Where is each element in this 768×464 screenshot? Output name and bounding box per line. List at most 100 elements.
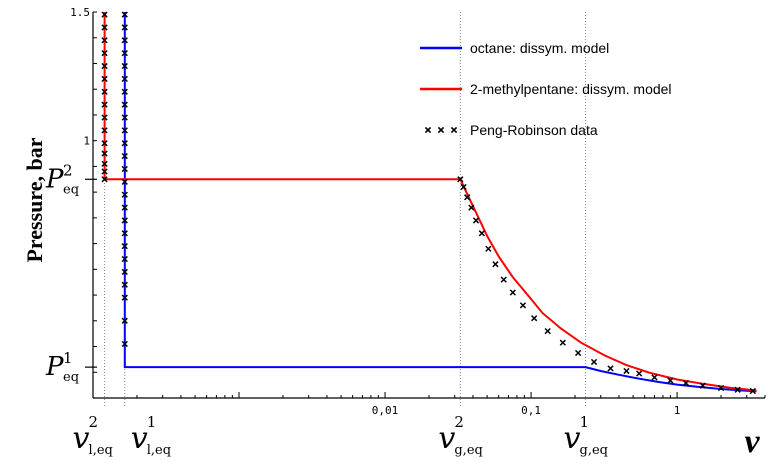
data-point: [121, 37, 128, 44]
data-point: [101, 101, 108, 108]
data-point: [699, 382, 706, 389]
data-point: [121, 11, 128, 18]
data-point: [121, 281, 128, 288]
data-point: [121, 268, 128, 276]
legend-swatch-marker: [424, 126, 432, 134]
data-point: [464, 194, 471, 201]
x-tick-label: 0,1: [521, 404, 541, 417]
pressure-label-superscript: 1: [63, 349, 73, 367]
data-point: [121, 217, 128, 224]
data-point: [121, 127, 128, 134]
series-line: [123, 12, 757, 393]
data-point: [121, 114, 128, 121]
data-point: [121, 75, 128, 83]
data-point: [468, 204, 475, 211]
y-tick-label: 1: [83, 135, 90, 148]
pressure-label: P: [45, 352, 64, 382]
data-point: [121, 101, 128, 108]
data-point: [500, 276, 507, 283]
data-point: [121, 140, 128, 147]
marker-group: [101, 11, 756, 395]
data-point: [101, 11, 108, 18]
legend-label: 2-methylpentane: dissym. model: [470, 81, 672, 97]
ticks: 0,01 0,1 1 1.5 1: [70, 6, 766, 417]
volume-label-subscript: g,eq: [454, 443, 482, 458]
series-line: [103, 12, 757, 392]
series-group: [103, 12, 757, 393]
pressure-label-subscript: eq: [63, 370, 79, 385]
volume-label-subscript: l,eq: [147, 443, 171, 458]
data-point: [101, 88, 108, 95]
axes: [92, 12, 765, 399]
data-point: [734, 386, 741, 393]
data-point: [121, 24, 128, 31]
data-point: [101, 114, 108, 121]
x-tick-label: 1: [674, 404, 681, 417]
volume-label: v: [438, 421, 455, 456]
legend-label: octane: dissym. model: [470, 40, 609, 56]
data-point: [519, 302, 527, 309]
y-axis-label: Pressure, bar: [22, 137, 47, 262]
data-point: [717, 384, 725, 392]
data-point: [121, 152, 128, 160]
pressure-label-subscript: eq: [63, 182, 79, 197]
data-point: [651, 374, 658, 381]
volume-label: v: [564, 421, 581, 456]
x-tick-label: 0,01: [372, 404, 399, 417]
data-point: [472, 217, 480, 224]
data-point: [607, 365, 614, 372]
data-point: [559, 339, 566, 346]
data-point: [101, 50, 108, 57]
data-point: [749, 387, 756, 395]
data-point: [121, 340, 128, 348]
data-point: [101, 140, 108, 147]
data-point: [101, 160, 108, 167]
legend: octane: dissym. model 2-methylpentane: di…: [420, 40, 672, 138]
data-point: [121, 230, 128, 237]
data-point: [121, 178, 128, 185]
x-axis-label: v: [744, 423, 760, 459]
data-point: [478, 230, 485, 237]
data-point: [121, 50, 128, 57]
data-point: [121, 88, 128, 95]
data-point: [101, 176, 108, 183]
data-point: [101, 168, 108, 175]
data-point: [667, 377, 674, 384]
data-point: [574, 349, 582, 357]
data-point: [460, 183, 467, 191]
data-point: [101, 62, 108, 70]
data-point: [121, 255, 128, 263]
volume-label-subscript: l,eq: [89, 443, 113, 458]
data-point: [101, 24, 108, 31]
data-point: [101, 150, 108, 157]
data-point: [457, 176, 464, 183]
data-point: [121, 294, 128, 301]
data-point: [623, 367, 630, 375]
y-tick-label: 1.5: [70, 6, 90, 19]
data-point: [531, 315, 538, 322]
legend-swatch-marker: [450, 126, 458, 134]
data-point: [121, 204, 128, 211]
data-point: [101, 37, 108, 44]
pressure-label: P: [45, 164, 64, 194]
data-point: [121, 62, 128, 70]
volume-label-superscript: 1: [580, 413, 590, 431]
volume-label: v: [131, 421, 148, 456]
data-point: [121, 317, 128, 324]
data-point: [101, 75, 108, 83]
data-point: [509, 289, 516, 296]
reference-lines: [104, 12, 587, 406]
data-point: [121, 191, 128, 198]
data-point: [590, 358, 598, 366]
data-point: [492, 261, 499, 268]
pressure-label-superscript: 2: [63, 161, 73, 179]
legend-swatch-marker: [437, 126, 445, 134]
data-point: [636, 370, 643, 377]
data-point: [682, 379, 690, 387]
volume-label-superscript: 2: [454, 413, 464, 431]
data-point: [101, 127, 108, 134]
legend-label: Peng-Robinson data: [470, 122, 598, 138]
